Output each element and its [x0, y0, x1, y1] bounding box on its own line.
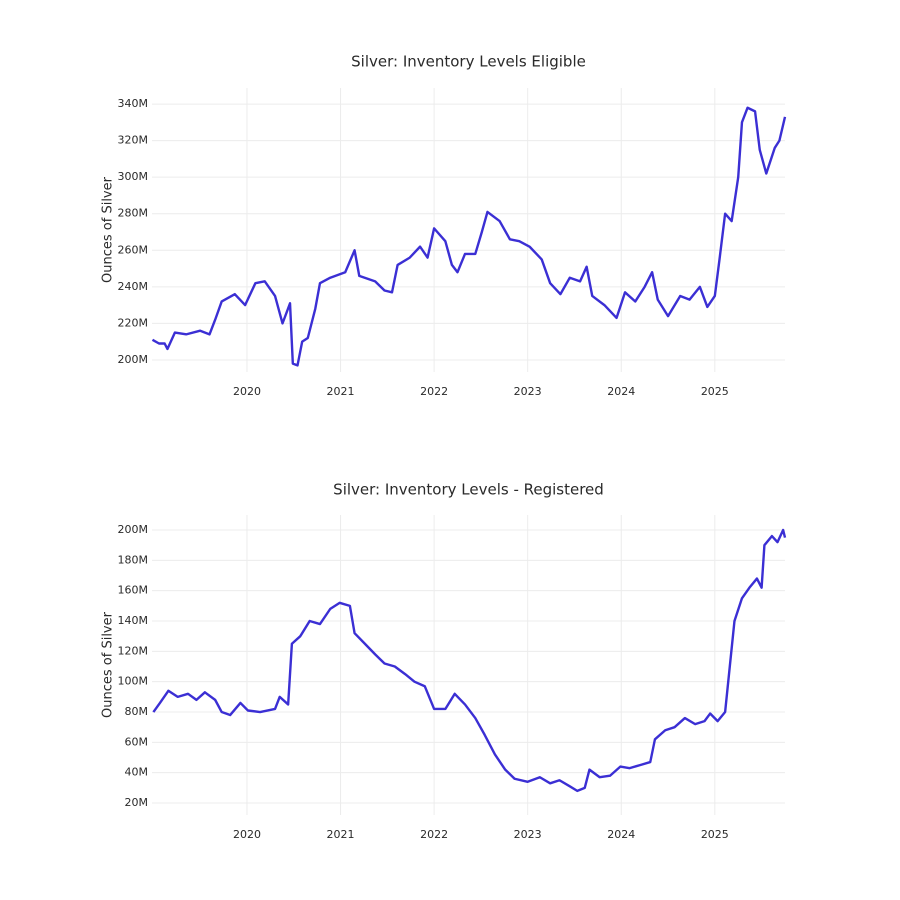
y-tick-label: 120M — [118, 644, 149, 657]
y-tick-label: 340M — [118, 97, 149, 110]
y-tick-label: 40M — [125, 766, 149, 779]
x-tick-label: 2023 — [514, 828, 542, 841]
y-tick-label: 300M — [118, 170, 149, 183]
x-tick-label: 2021 — [327, 385, 355, 398]
x-tick-label: 2020 — [233, 385, 261, 398]
x-tick-label: 2024 — [607, 828, 635, 841]
chart-title: Silver: Inventory Levels Eligible — [351, 53, 586, 71]
y-tick-label: 260M — [118, 243, 149, 256]
x-tick-label: 2022 — [420, 385, 448, 398]
y-tick-label: 240M — [118, 280, 149, 293]
x-tick-label: 2025 — [701, 828, 729, 841]
x-tick-label: 2020 — [233, 828, 261, 841]
x-tick-label: 2021 — [327, 828, 355, 841]
y-tick-label: 180M — [118, 553, 149, 566]
subplot: Silver: Inventory Levels Eligible Ounces … — [101, 53, 787, 398]
y-axis-label: Ounces of Silver — [101, 176, 116, 283]
y-tick-label: 320M — [118, 134, 149, 147]
y-tick-label: 60M — [125, 735, 149, 748]
y-tick-label: 100M — [118, 675, 149, 688]
y-tick-label: 20M — [125, 796, 149, 809]
y-tick-label: 160M — [118, 584, 149, 597]
x-tick-label: 2025 — [701, 385, 729, 398]
y-axis-label: Ounces of Silver — [101, 611, 116, 718]
y-tick-label: 220M — [118, 316, 149, 329]
x-tick-label: 2022 — [420, 828, 448, 841]
y-tick-label: 280M — [118, 207, 149, 220]
subplot: Silver: Inventory Levels - Registered Oun… — [101, 481, 787, 841]
y-tick-label: 80M — [125, 705, 149, 718]
y-tick-label: 200M — [118, 353, 149, 366]
line-series — [151, 106, 787, 367]
x-tick-label: 2024 — [607, 385, 635, 398]
x-tick-label: 2023 — [514, 385, 542, 398]
y-tick-label: 140M — [118, 614, 149, 627]
y-tick-label: 200M — [118, 523, 149, 536]
line-series — [152, 528, 787, 793]
chart-title: Silver: Inventory Levels - Registered — [333, 481, 604, 499]
